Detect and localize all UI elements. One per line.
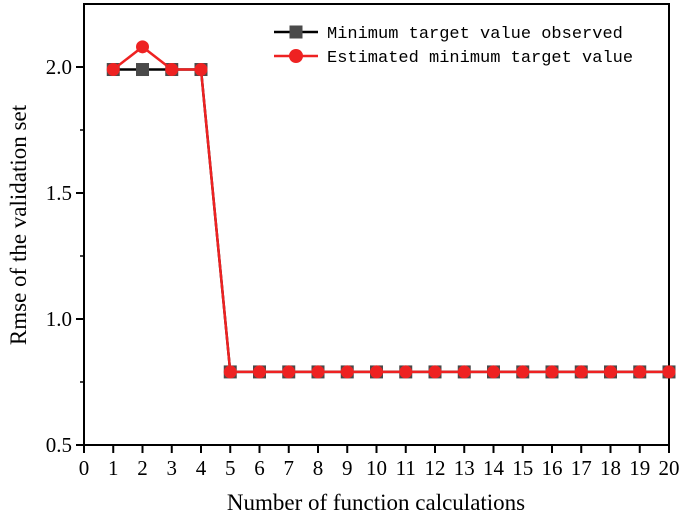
y-axis-ticks: 0.5 1.0 1.5 2.0	[46, 55, 84, 457]
data-point-estimated	[194, 63, 208, 77]
data-point-estimated	[457, 365, 471, 379]
data-point-estimated	[545, 365, 559, 379]
x-tick-label: 2	[137, 456, 148, 480]
legend-marker-observed	[289, 25, 303, 39]
y-tick-label: 0.5	[46, 433, 72, 457]
data-point-estimated	[662, 365, 676, 379]
data-point-estimated	[604, 365, 617, 379]
series-line-estimated	[112, 45, 669, 374]
data-point-estimated	[282, 365, 296, 379]
x-tick-label: 17	[571, 456, 592, 480]
data-point-estimated	[516, 365, 530, 379]
x-tick-label: 14	[483, 456, 505, 480]
x-axis-ticks: 0 1 2 3 4 5 6 7 8 9 10 11 12 13 14 15 16 17 18 19 20	[79, 445, 680, 480]
legend-marker-estimated	[289, 49, 303, 63]
data-point-estimated	[487, 365, 500, 379]
legend-label-observed: Minimum target value observed	[327, 25, 623, 44]
x-tick-label: 11	[396, 456, 416, 480]
x-tick-label: 13	[454, 456, 475, 480]
series-layer	[106, 40, 676, 379]
x-tick-label: 4	[196, 456, 207, 480]
x-tick-label: 15	[512, 456, 533, 480]
legend-label-estimated: Estimated minimum target value	[327, 49, 633, 68]
y-tick-label: 1.5	[46, 181, 72, 205]
series-line-observed	[113, 68, 669, 374]
x-tick-label: 18	[600, 456, 621, 480]
data-point-estimated	[370, 365, 383, 379]
y-tick-label: 2.0	[46, 55, 72, 79]
data-point-estimated	[633, 365, 647, 379]
data-point-estimated	[165, 63, 179, 77]
data-point-estimated	[311, 365, 325, 379]
y-tick-label: 1.0	[46, 307, 72, 331]
x-tick-label: 8	[313, 456, 324, 480]
data-point-observed	[136, 63, 149, 77]
x-tick-label: 1	[108, 456, 119, 480]
x-tick-label: 12	[425, 456, 446, 480]
x-tick-label: 16	[542, 456, 563, 480]
data-point-estimated	[223, 365, 237, 379]
x-tick-label: 9	[342, 456, 353, 480]
x-tick-label: 19	[629, 456, 650, 480]
x-tick-label: 6	[254, 456, 265, 480]
data-point-estimated	[136, 40, 149, 54]
data-point-estimated	[253, 365, 266, 379]
data-point-estimated	[106, 63, 120, 77]
data-point-estimated	[428, 365, 442, 379]
x-axis-title: Number of function calculations	[227, 490, 525, 515]
x-tick-label: 10	[366, 456, 387, 480]
data-point-estimated	[574, 365, 588, 379]
data-point-estimated	[399, 365, 413, 379]
x-tick-label: 7	[284, 456, 295, 480]
x-tick-label: 20	[659, 456, 680, 480]
x-tick-label: 3	[167, 456, 178, 480]
y-axis-title: Rmse of the validation set	[6, 104, 31, 345]
x-tick-label: 0	[79, 456, 90, 480]
data-point-estimated	[340, 365, 354, 379]
x-tick-label: 5	[225, 456, 236, 480]
legend: Minimum target value observed Estimated m…	[274, 25, 633, 68]
